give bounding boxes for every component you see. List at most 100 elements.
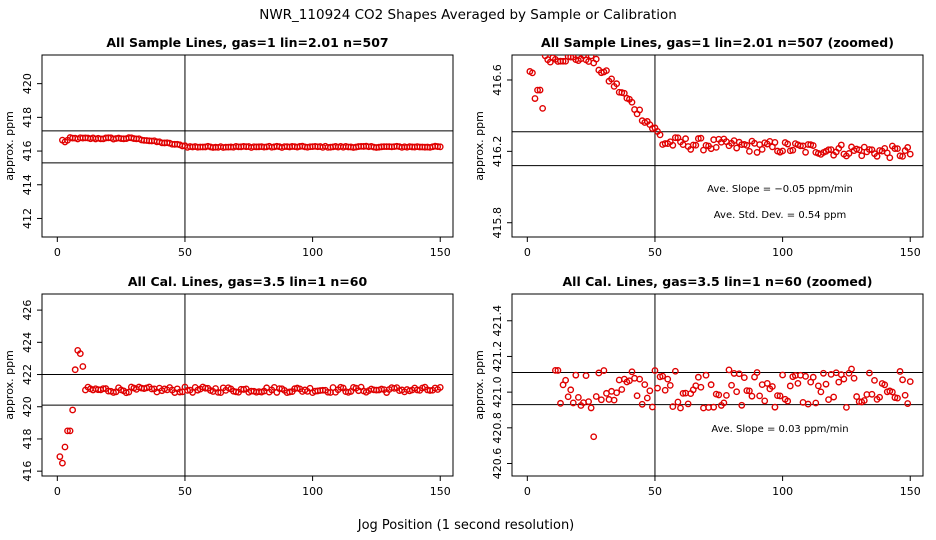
data-point bbox=[901, 391, 909, 399]
data-point bbox=[592, 55, 600, 63]
data-point bbox=[763, 380, 771, 387]
data-point bbox=[643, 394, 651, 402]
data-point bbox=[845, 150, 853, 157]
figure-title: NWR_110924 CO2 Shapes Averaged by Sample… bbox=[259, 7, 677, 23]
data-point bbox=[620, 89, 628, 97]
data-point bbox=[582, 372, 590, 380]
data-points bbox=[56, 346, 444, 467]
data-point bbox=[906, 378, 914, 386]
data-point bbox=[286, 388, 294, 396]
data-point bbox=[789, 146, 797, 154]
data-point bbox=[850, 374, 858, 382]
panels: All Sample Lines, gas=1 lin=2.01 n=507 ap… bbox=[3, 35, 924, 498]
data-point bbox=[434, 143, 442, 150]
data-point bbox=[771, 403, 779, 411]
data-point bbox=[689, 141, 697, 149]
data-point bbox=[858, 152, 866, 160]
data-point bbox=[868, 390, 876, 398]
data-point bbox=[557, 399, 564, 407]
data-point bbox=[646, 387, 654, 395]
data-point bbox=[79, 363, 87, 370]
data-point bbox=[618, 386, 626, 393]
data-point bbox=[636, 106, 644, 114]
data-point bbox=[865, 369, 873, 377]
data-point bbox=[176, 388, 184, 396]
data-point bbox=[684, 400, 692, 408]
x-tick-label: 0 bbox=[524, 485, 531, 498]
data-point bbox=[324, 388, 332, 396]
annotation: Ave. Slope = 0.03 ppm/min bbox=[711, 424, 848, 435]
data-point bbox=[214, 388, 222, 396]
data-point bbox=[436, 384, 444, 391]
data-point bbox=[636, 375, 644, 383]
y-tick-label: 420.8 bbox=[491, 412, 504, 444]
reference-lines bbox=[42, 294, 453, 476]
plot-frame bbox=[41, 293, 454, 477]
data-point bbox=[797, 142, 804, 150]
data-point bbox=[779, 147, 786, 155]
data-point bbox=[904, 400, 912, 407]
y-axis-label: approx. ppm bbox=[473, 111, 486, 181]
y-tick-label: 421.2 bbox=[491, 341, 504, 373]
data-point bbox=[61, 443, 69, 451]
data-point bbox=[677, 404, 684, 412]
data-point bbox=[666, 381, 674, 389]
panel-title: All Sample Lines, gas=1 lin=2.01 n=507 bbox=[106, 35, 388, 50]
data-point bbox=[804, 400, 812, 408]
data-point bbox=[569, 399, 577, 407]
data-point bbox=[837, 141, 845, 149]
data-point bbox=[232, 388, 240, 396]
data-point bbox=[712, 143, 720, 151]
data-point bbox=[873, 152, 881, 160]
data-point bbox=[756, 392, 764, 400]
data-point bbox=[817, 388, 825, 396]
data-point bbox=[664, 375, 672, 383]
data-point bbox=[825, 146, 832, 154]
data-points bbox=[551, 365, 914, 441]
data-point bbox=[531, 95, 539, 102]
figure-xlabel: Jog Position (1 second resolution) bbox=[357, 518, 575, 533]
data-point bbox=[534, 86, 541, 94]
data-point bbox=[746, 147, 753, 155]
data-point bbox=[628, 368, 636, 376]
data-point bbox=[802, 148, 809, 156]
reference-lines bbox=[512, 294, 923, 476]
data-point bbox=[753, 149, 761, 156]
data-point bbox=[779, 371, 786, 379]
panel-4: All Cal. Lines, gas=3.5 lin=1 n=60 (zoom… bbox=[473, 274, 924, 498]
x-tick-label: 0 bbox=[524, 246, 531, 259]
data-point bbox=[784, 140, 792, 148]
data-point bbox=[679, 390, 687, 397]
data-point bbox=[904, 144, 912, 151]
data-point bbox=[860, 397, 868, 404]
data-point bbox=[825, 396, 832, 404]
reference-lines bbox=[512, 55, 923, 237]
data-points bbox=[526, 55, 914, 162]
data-point bbox=[661, 386, 669, 394]
y-tick-label: 416 bbox=[21, 141, 34, 162]
data-point bbox=[613, 80, 621, 88]
panel-1: All Sample Lines, gas=1 lin=2.01 n=507 ap… bbox=[3, 35, 454, 259]
data-point bbox=[748, 392, 756, 400]
data-point bbox=[768, 383, 776, 390]
data-point bbox=[638, 400, 646, 408]
data-point bbox=[697, 383, 705, 391]
y-tick-label: 421.0 bbox=[491, 376, 504, 408]
data-point bbox=[59, 459, 66, 467]
y-tick-label: 414 bbox=[21, 174, 34, 195]
data-point bbox=[746, 387, 753, 395]
data-point bbox=[600, 367, 608, 374]
data-point bbox=[771, 139, 779, 146]
data-point bbox=[899, 152, 906, 160]
y-tick-label: 412 bbox=[21, 208, 34, 229]
data-point bbox=[720, 399, 728, 407]
data-point bbox=[694, 135, 702, 142]
data-point bbox=[694, 373, 702, 381]
data-point bbox=[855, 146, 863, 154]
data-point bbox=[888, 388, 896, 396]
data-point bbox=[603, 67, 610, 75]
data-point bbox=[125, 388, 133, 396]
data-point bbox=[71, 366, 79, 374]
data-point bbox=[148, 385, 156, 393]
